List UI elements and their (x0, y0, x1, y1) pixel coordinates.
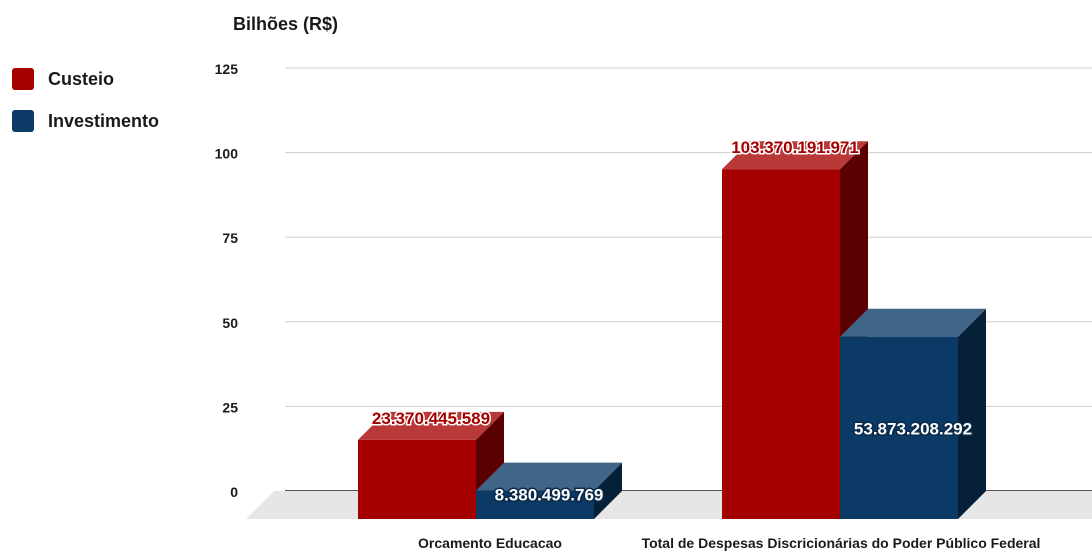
y-tick-label: 75 (222, 230, 238, 246)
legend-label-investimento: Investimento (48, 110, 160, 131)
bar-custeio-top (722, 141, 868, 170)
legend-label-custeio: Custeio (48, 68, 115, 89)
data-label-investimento: 8.380.499.769 (495, 486, 604, 505)
bar-custeio (722, 169, 840, 520)
legend-swatch-custeio (12, 68, 34, 90)
bar-custeio (358, 439, 476, 519)
bar-investimento (840, 336, 958, 519)
x-category-label: Orcamento Educacao (418, 535, 562, 551)
legend-swatch-investimento (12, 110, 34, 132)
data-label-custeio: 103.370.191.971 (731, 138, 859, 157)
bar-investimento-side (594, 462, 622, 519)
legend-item-investimento: Investimento (12, 100, 159, 142)
y-tick-label: 0 (230, 484, 238, 500)
bar-investimento-side (958, 308, 986, 519)
data-label-custeio: 23.370.445.589 (372, 409, 490, 428)
y-tick-label: 125 (215, 61, 239, 77)
x-category-label: Total de Despesas Discricionárias do Pod… (642, 535, 1041, 551)
y-tick-label: 25 (222, 399, 238, 415)
legend: Custeio Investimento (12, 58, 159, 142)
data-label-investimento: 53.873.208.292 (854, 420, 972, 439)
legend-item-custeio: Custeio (12, 58, 159, 100)
bar-custeio-top (358, 411, 504, 440)
bar-investimento-top (840, 308, 986, 337)
bar-investimento-top (476, 462, 622, 491)
y-tick-label: 50 (222, 315, 238, 331)
bar-investimento (476, 490, 594, 519)
y-tick-label: 100 (215, 146, 239, 162)
y-axis-title: Bilhões (R$) (233, 14, 339, 34)
